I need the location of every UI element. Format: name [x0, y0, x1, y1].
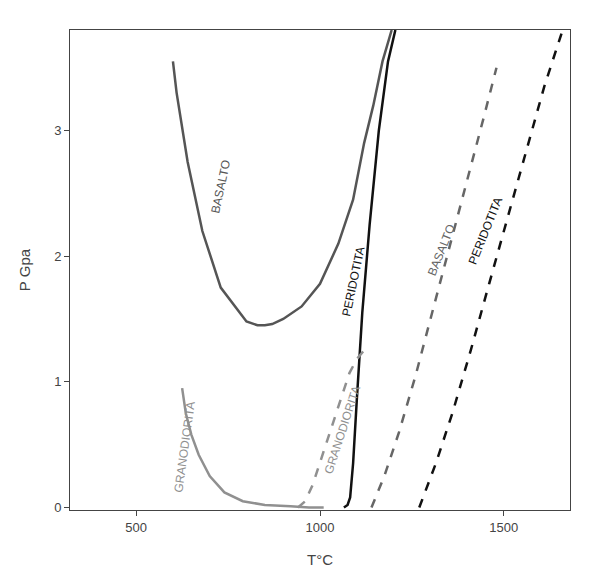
svg-text:1500: 1500 — [489, 520, 518, 535]
svg-text:T°C: T°C — [307, 551, 333, 568]
svg-text:1: 1 — [54, 374, 61, 389]
svg-text:GRANODIORITA: GRANODIORITA — [322, 384, 364, 476]
svg-text:PERIDOTITA: PERIDOTITA — [339, 245, 367, 317]
svg-text:500: 500 — [125, 520, 147, 535]
svg-text:PERIDOTITA: PERIDOTITA — [466, 195, 506, 266]
svg-text:3: 3 — [54, 123, 61, 138]
svg-text:0: 0 — [54, 500, 61, 515]
svg-text:P Gpa: P Gpa — [16, 248, 33, 291]
svg-text:BASALTO: BASALTO — [208, 159, 233, 215]
svg-text:BASALTO: BASALTO — [425, 222, 458, 278]
svg-text:2: 2 — [54, 249, 61, 264]
svg-text:GRANODIORITA: GRANODIORITA — [171, 401, 198, 494]
svg-text:1000: 1000 — [306, 520, 335, 535]
